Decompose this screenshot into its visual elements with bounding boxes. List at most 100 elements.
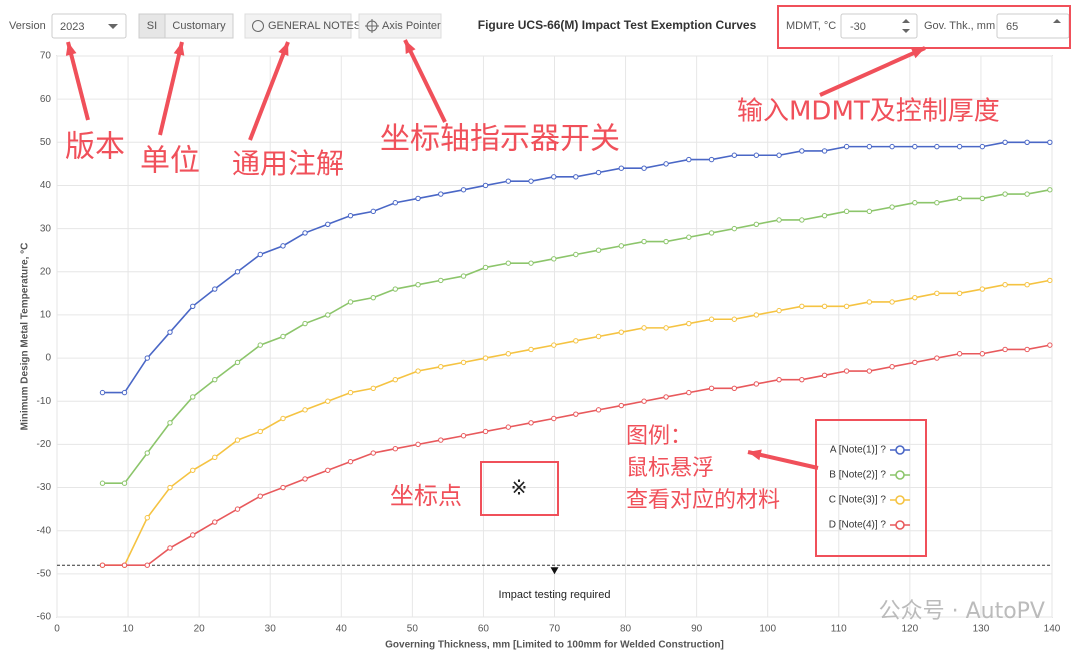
- data-point: [686, 234, 692, 240]
- x-tick-label: 110: [831, 624, 847, 635]
- data-point: [1024, 346, 1030, 353]
- data-point: [392, 200, 398, 206]
- data-point: [438, 277, 444, 284]
- annotation: 输入MDMT及控制厚度: [737, 97, 1000, 127]
- data-point: [347, 458, 354, 465]
- data-point: [731, 316, 738, 322]
- data-point: [663, 394, 669, 400]
- data-point: [347, 212, 354, 219]
- data-point: [460, 359, 467, 366]
- data-point: [415, 441, 421, 448]
- data-point: [257, 342, 263, 348]
- legend-marker: [895, 495, 905, 505]
- data-point: [1002, 139, 1008, 146]
- data-point: [776, 152, 782, 158]
- data-point: [438, 191, 444, 197]
- data-point: [370, 208, 376, 215]
- data-point: [618, 402, 625, 409]
- x-tick-label: 140: [1044, 624, 1061, 635]
- data-point: [979, 143, 986, 150]
- version-select[interactable]: [51, 13, 127, 39]
- data-point: [889, 143, 895, 150]
- data-point: [302, 320, 308, 327]
- data-point: [956, 290, 963, 297]
- data-point: [753, 381, 760, 387]
- data-point: [731, 385, 738, 391]
- data-point: [370, 294, 376, 301]
- data-point: [1024, 282, 1030, 288]
- pointer-marker: [550, 567, 559, 575]
- arrow-head: [65, 42, 77, 56]
- mdmt-input[interactable]: [840, 13, 918, 39]
- data-point: [663, 325, 669, 331]
- data-point: [167, 420, 173, 426]
- annotation: 单位: [140, 144, 200, 179]
- data-point: [641, 238, 647, 245]
- data-point: [257, 428, 263, 435]
- data-point: [528, 346, 534, 353]
- mdmt-value: -30: [850, 21, 866, 33]
- annotation-arrow: [66, 41, 90, 121]
- data-point: [460, 273, 467, 279]
- axis-pointer-label: Axis Pointer: [382, 20, 441, 32]
- data-point: [843, 368, 850, 374]
- arrow-head: [748, 449, 762, 461]
- data-point: [280, 243, 286, 249]
- y-tick-label: 50: [40, 137, 52, 148]
- data-point: [528, 420, 534, 426]
- data-point: [1002, 282, 1008, 288]
- data-point: [121, 480, 128, 486]
- data-point: [866, 143, 873, 150]
- data-point: [843, 208, 850, 215]
- data-point: [415, 368, 421, 374]
- y-axis-label: Minimum Design Metal Temperature, °C: [20, 243, 31, 431]
- y-tick-label: -60: [37, 612, 52, 623]
- data-point: [663, 161, 669, 167]
- data-point: [99, 389, 106, 396]
- data-point: [460, 187, 467, 193]
- si-button[interactable]: [138, 13, 166, 39]
- general-notes-label: GENERAL NOTES: [268, 20, 361, 32]
- arrow-head: [278, 42, 289, 56]
- legend-label: D [Note(4)] ?: [829, 520, 887, 531]
- annotation-arrow: [158, 41, 184, 136]
- data-point: [370, 385, 376, 391]
- spinner: [1053, 19, 1061, 37]
- data-point: [979, 286, 986, 292]
- data-point: [889, 204, 895, 210]
- data-point: [889, 364, 895, 370]
- customary-button[interactable]: [164, 13, 234, 39]
- y-tick-label: -50: [37, 568, 52, 579]
- data-point: [1024, 191, 1030, 197]
- data-point: [843, 303, 850, 309]
- data-point: [121, 389, 128, 396]
- data-point: [686, 156, 692, 163]
- data-point: [573, 251, 579, 258]
- data-point: [280, 484, 286, 491]
- data-point: [347, 389, 354, 396]
- data-point: [302, 407, 308, 413]
- data-point: [912, 143, 918, 150]
- data-point: [866, 208, 873, 215]
- data-point: [843, 143, 850, 150]
- x-tick-label: 100: [759, 624, 776, 635]
- data-point: [595, 169, 602, 176]
- data-point: [979, 195, 986, 202]
- data-point: [212, 454, 218, 461]
- annotation-arrow: [819, 46, 926, 97]
- legend-label: A [Note(1)] ?: [830, 445, 887, 456]
- data-point: [325, 467, 331, 473]
- legend-label: C [Note(3)] ?: [829, 495, 887, 506]
- annotation: 鼠标悬浮: [626, 456, 714, 481]
- data-point: [325, 398, 331, 404]
- data-point: [618, 243, 625, 249]
- data-point: [1047, 342, 1053, 348]
- x-tick-label: 120: [902, 624, 919, 635]
- y-tick-label: -10: [37, 396, 52, 407]
- annotation-arrow: [403, 39, 447, 123]
- general-notes-button[interactable]: [244, 13, 352, 39]
- data-point: [144, 515, 150, 521]
- arrow-head: [173, 42, 185, 56]
- data-point: [641, 398, 647, 404]
- data-point: [144, 355, 150, 361]
